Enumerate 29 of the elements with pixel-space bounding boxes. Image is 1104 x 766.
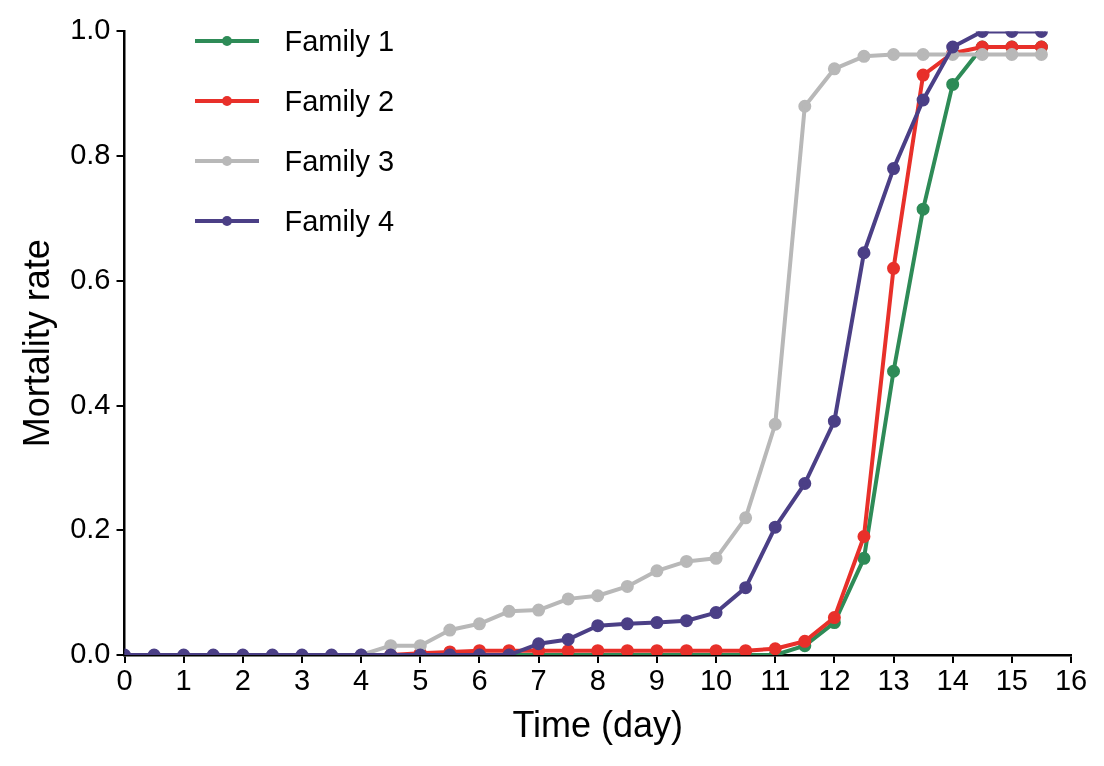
y-tick-label: 0.0 [70,637,111,669]
x-tick-label: 14 [936,664,969,697]
x-tick-label: 3 [293,664,311,697]
x-tick-label: 12 [818,664,851,697]
x-axis-title: Time (day) [512,704,684,746]
x-tick-label: 7 [530,664,547,697]
y-axis-title: Mortality rate [15,239,57,448]
x-tick-label: 2 [234,664,251,697]
x-tick-label: 6 [471,664,488,697]
x-tick-label: 10 [699,664,733,697]
y-tick-label: 0.4 [70,387,111,420]
x-tick-label: 13 [877,664,910,697]
legend-label: Family 4 [284,204,395,238]
x-tick-label: 0 [116,664,133,697]
legend-label: Family 1 [284,24,395,58]
y-tick-label: 0.8 [70,138,111,171]
x-tick-label: 4 [353,664,370,697]
x-tick-label: 5 [412,664,429,697]
x-tick-label: 16 [1054,664,1088,697]
y-tick-label: 0.6 [70,262,111,295]
y-tick-label: 0.2 [70,512,111,545]
x-tick-label: 9 [648,664,665,697]
y-tick-label: 1.0 [70,13,111,46]
x-tick-label: 15 [995,664,1028,697]
legend-label: Family 2 [284,84,395,118]
x-tick-label: 8 [589,664,606,697]
legend-label: Family 3 [284,144,395,178]
x-tick-label: 1 [175,664,192,697]
x-tick-label: 11 [760,664,791,697]
